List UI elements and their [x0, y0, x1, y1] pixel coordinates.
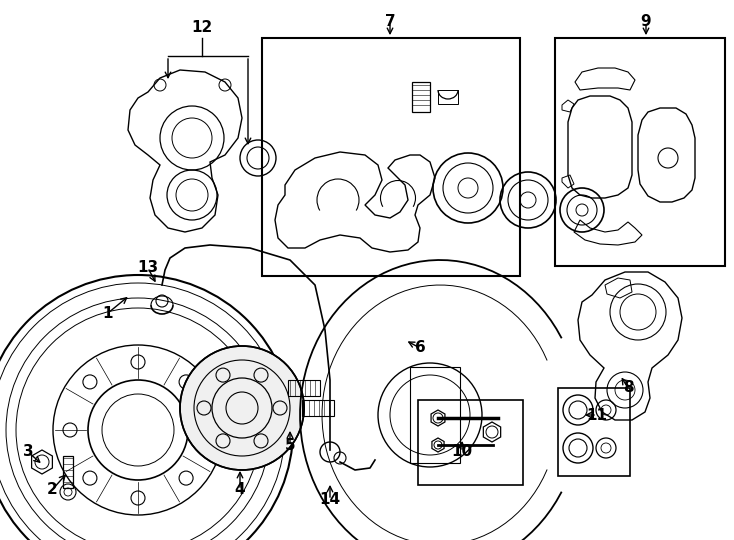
Bar	[558, 388, 630, 476]
Text: 1: 1	[103, 306, 113, 321]
Text: 6: 6	[415, 341, 426, 355]
Text: 10: 10	[451, 444, 473, 460]
Text: 2: 2	[47, 483, 57, 497]
Bar	[302, 400, 334, 416]
Text: 11: 11	[586, 408, 608, 422]
Text: 12: 12	[192, 21, 213, 36]
Text: 8: 8	[622, 381, 633, 395]
Bar	[288, 380, 320, 396]
Bar	[438, 90, 458, 104]
Text: 3: 3	[23, 444, 33, 460]
Bar	[555, 38, 725, 266]
Text: 13: 13	[137, 260, 159, 275]
Circle shape	[180, 346, 304, 470]
Bar	[262, 38, 520, 276]
Text: 14: 14	[319, 492, 341, 508]
Text: 4: 4	[235, 483, 245, 497]
Text: 9: 9	[641, 15, 651, 30]
Bar	[412, 82, 430, 112]
Bar	[418, 400, 523, 485]
Text: 7: 7	[385, 15, 396, 30]
Bar	[63, 456, 73, 488]
Text: 5: 5	[285, 437, 295, 453]
